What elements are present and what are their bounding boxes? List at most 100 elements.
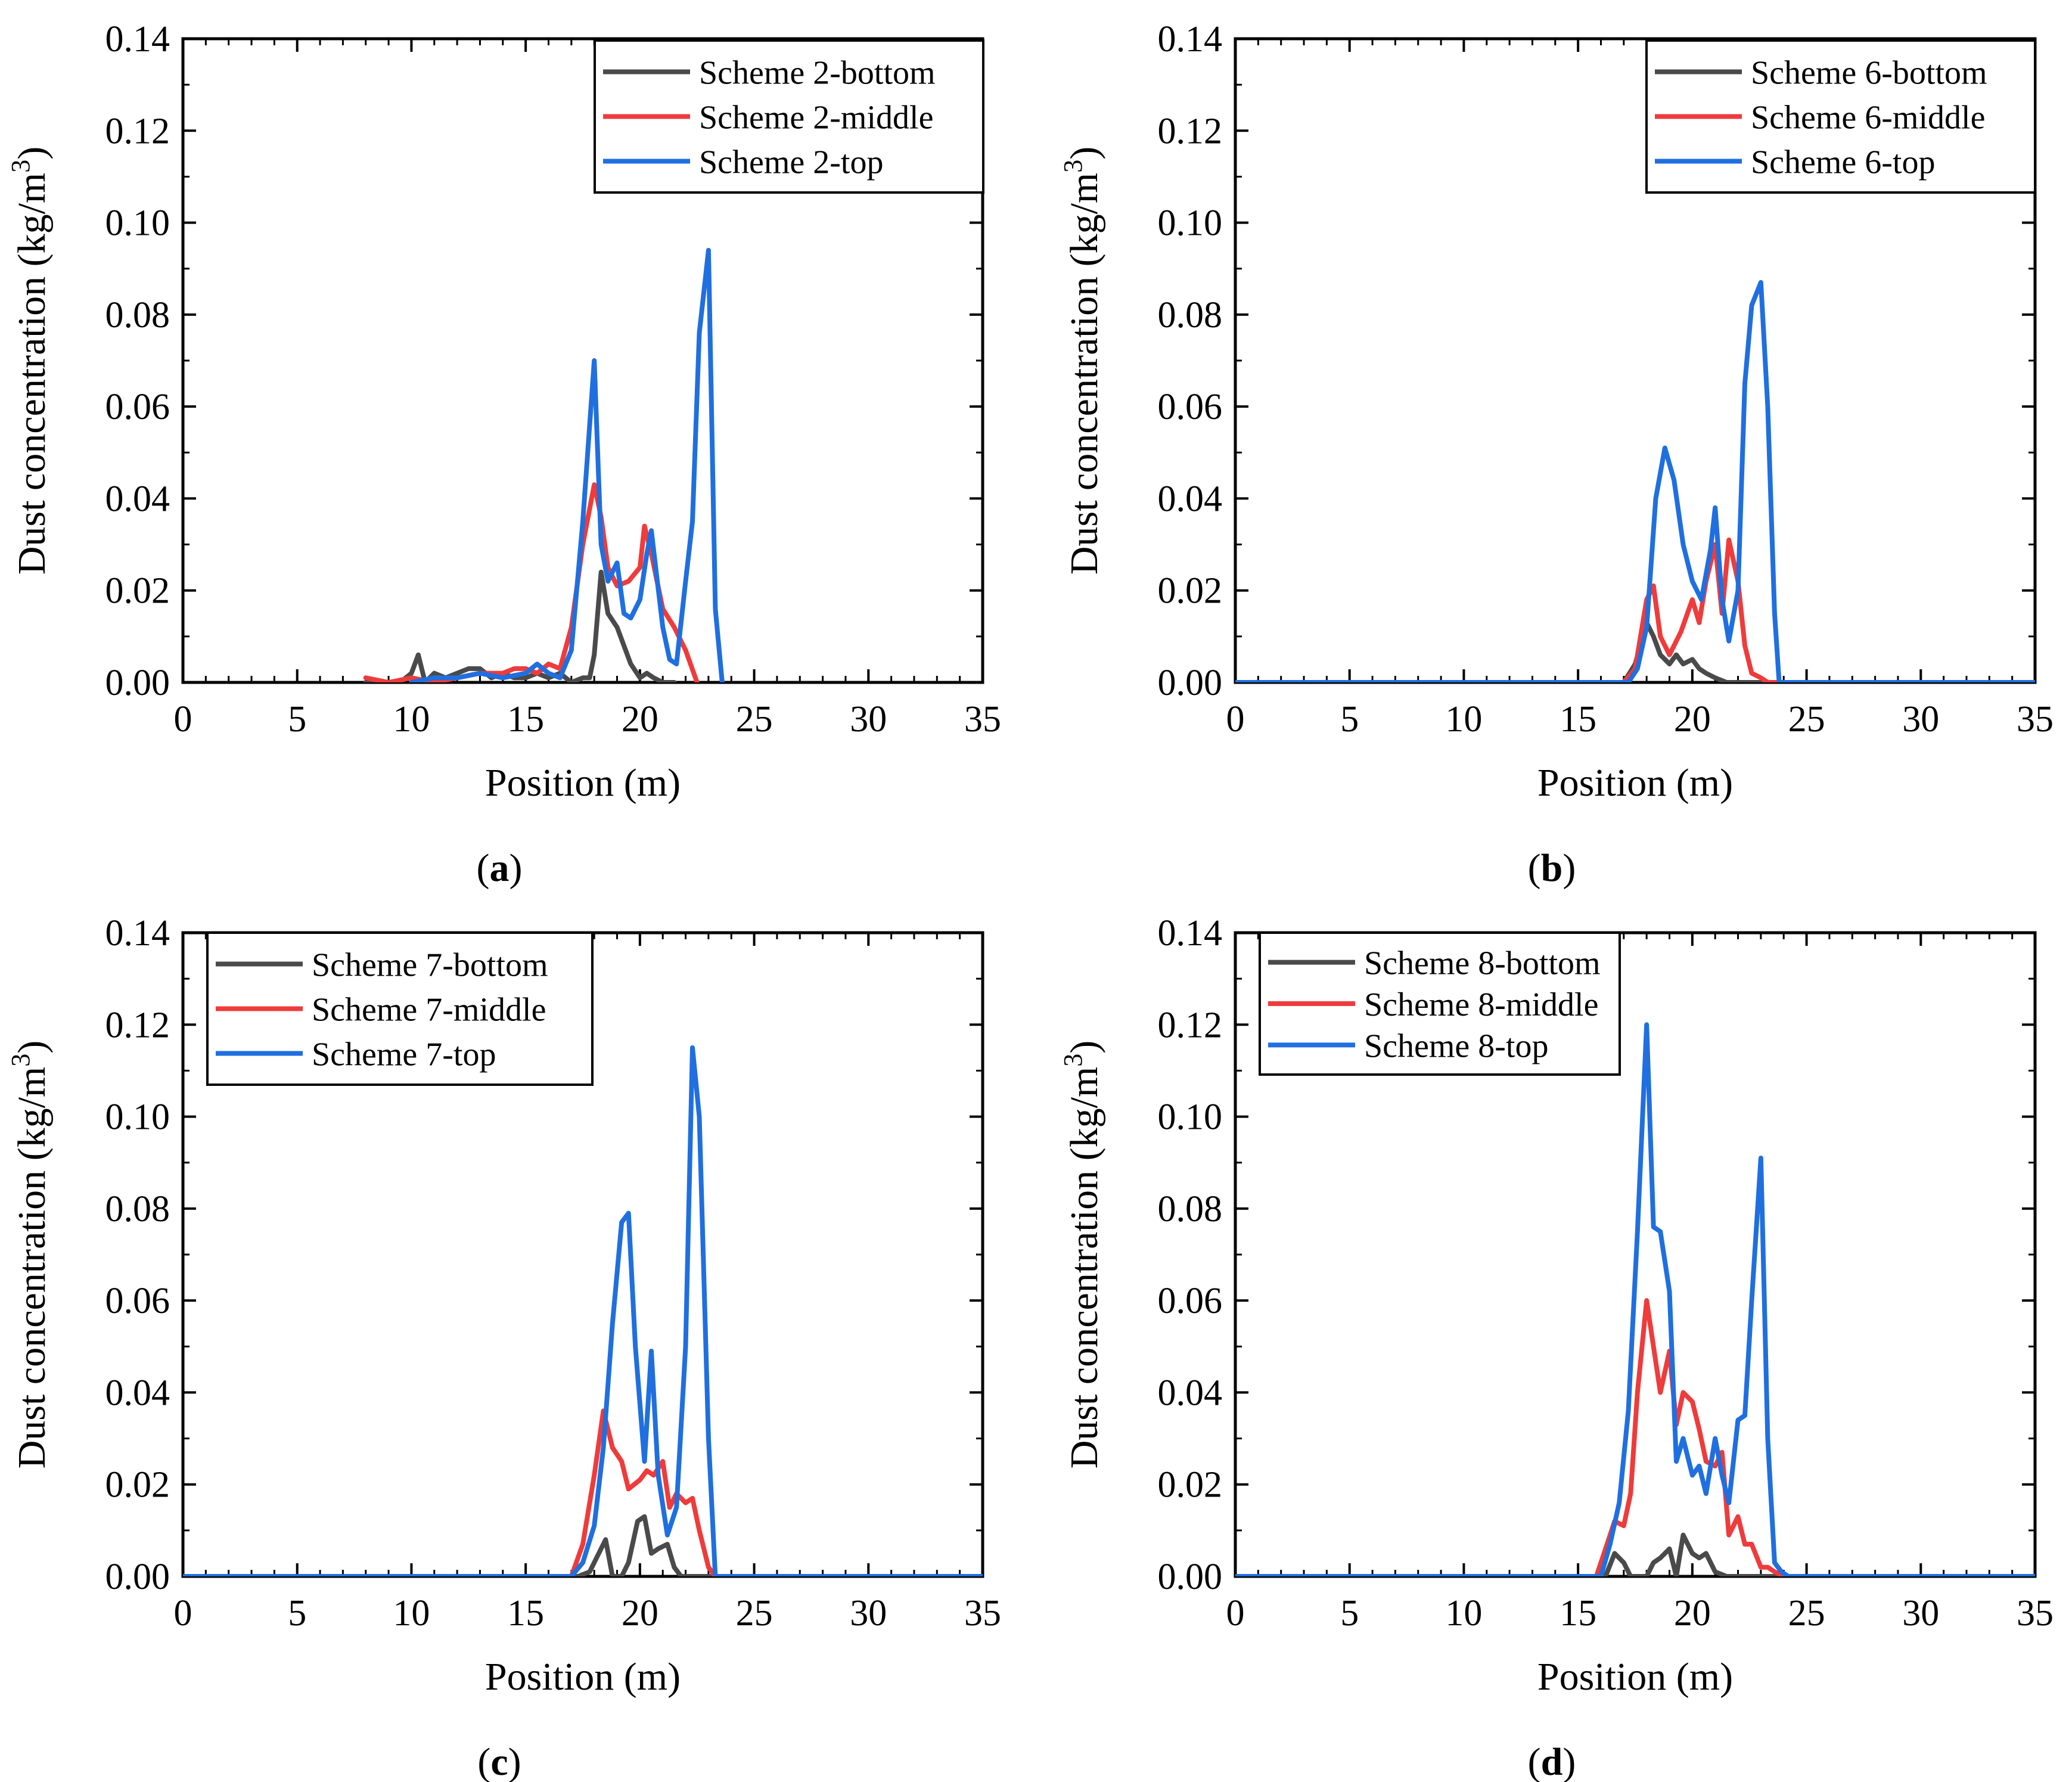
panel-label-open: ( (477, 846, 490, 890)
x-tick-label: 15 (1560, 699, 1596, 740)
y-tick-label: 0.10 (1158, 1097, 1223, 1138)
legend-entry: Scheme 6-middle (1751, 100, 1985, 136)
y-tick-label: 0.10 (1158, 203, 1223, 244)
x-tick-label: 5 (1340, 1593, 1359, 1634)
x-tick-label: 5 (288, 1593, 306, 1634)
x-tick-label: 0 (174, 1593, 192, 1634)
panel-label-letter: c (490, 1740, 508, 1782)
y-tick-label: 0.06 (1158, 1281, 1223, 1321)
x-tick-label: 10 (393, 1593, 430, 1634)
y-tick-label: 0.04 (1158, 1373, 1223, 1413)
y-tick-label: 0.08 (1158, 1189, 1223, 1230)
legend-entry: Scheme 7-top (312, 1036, 496, 1073)
x-tick-label: 15 (507, 1593, 544, 1634)
x-tick-label: 25 (1788, 1593, 1825, 1634)
x-tick-label: 10 (393, 699, 430, 740)
x-tick-label: 25 (736, 699, 773, 740)
y-axis-title: Dust concentration (kg/m3) (6, 1041, 54, 1469)
legend-entry: Scheme 2-bottom (699, 55, 936, 92)
x-tick-label: 35 (964, 1593, 1001, 1634)
x-axis-title: Position (m) (485, 761, 681, 805)
y-axis-title-main: Dust concentration (kg/m (10, 1067, 54, 1469)
y-tick-label: 0.12 (105, 111, 170, 151)
legend-entry: Scheme 7-bottom (312, 947, 548, 984)
x-tick-label: 0 (174, 699, 192, 740)
x-tick-label: 20 (1674, 699, 1711, 740)
x-tick-label: 5 (288, 699, 306, 740)
x-axis-title: Position (m) (485, 1655, 681, 1699)
x-tick-label: 15 (1560, 1593, 1596, 1634)
panel-label-open: ( (477, 1740, 490, 1782)
legend-entry: Scheme 8-top (1364, 1027, 1548, 1064)
y-axis-title-main: Dust concentration (kg/m (10, 173, 54, 575)
series-line-top (183, 1045, 983, 1576)
series-line-middle (363, 482, 700, 682)
legend-entry: Scheme 6-bottom (1751, 55, 1987, 92)
y-tick-label: 0.08 (105, 295, 170, 336)
series-line-bottom (1235, 1532, 2035, 1576)
y-tick-label: 0.00 (105, 1557, 170, 1597)
chart-panel-d: 0 5 10 15 20 25 30 35 0.00 0.02 0.04 0.06 0.08 0.10 0.… (1058, 913, 2054, 1782)
chart-panel-c: 0 5 10 15 20 25 30 35 0.00 0.02 0.04 0.06 0.08 0.10 0.… (6, 913, 1001, 1782)
y-tick-label: 0.14 (105, 913, 170, 954)
x-tick-label: 10 (1445, 1593, 1482, 1634)
series-line-bottom (363, 569, 677, 682)
x-tick-label: 10 (1445, 699, 1482, 740)
x-tick-label: 15 (507, 699, 544, 740)
legend-entry: Scheme 2-top (699, 144, 883, 181)
x-tick-label: 30 (1902, 1593, 1939, 1634)
chart-panel-b: 0 5 10 15 20 25 30 35 0.00 0.02 0.04 0.06 0.08 0.10 0.… (1058, 19, 2054, 890)
x-tick-label: 35 (2017, 699, 2054, 740)
y-tick-label: 0.14 (105, 19, 170, 60)
y-tick-label: 0.00 (1158, 663, 1223, 703)
panel-label: (c) (477, 1740, 521, 1782)
series-line-middle (1235, 537, 2035, 682)
y-tick-label: 0.08 (105, 1189, 170, 1230)
y-tick-label: 0.06 (105, 387, 170, 427)
panel-label-open: ( (1528, 846, 1541, 890)
y-tick-label: 0.14 (1158, 913, 1223, 954)
y-axis-title-sup: 3 (6, 160, 35, 173)
x-axis-title: Position (m) (1537, 761, 1733, 805)
x-tick-label: 30 (850, 1593, 887, 1634)
x-tick-label: 0 (1226, 1593, 1245, 1634)
x-tick-label: 35 (2017, 1593, 2054, 1634)
panel-label-letter: a (490, 846, 510, 890)
y-tick-label: 0.12 (1158, 111, 1223, 151)
panel-label-close: ) (1562, 1740, 1576, 1782)
panel-label: (b) (1528, 846, 1576, 890)
y-axis-title-main: Dust concentration (kg/m (1063, 1067, 1106, 1469)
x-tick-label: 5 (1340, 699, 1359, 740)
y-tick-label: 0.00 (105, 663, 170, 703)
series-line-top (1235, 1022, 2035, 1576)
panel-label-close: ) (1562, 846, 1576, 890)
y-axis-title: Dust concentration (kg/m3) (6, 147, 54, 575)
x-tick-label: 30 (850, 699, 887, 740)
y-tick-label: 0.14 (1158, 19, 1223, 60)
y-tick-label: 0.02 (1158, 1465, 1223, 1505)
x-tick-label: 25 (736, 1593, 773, 1634)
series-line-bottom (183, 1514, 983, 1576)
y-tick-label: 0.12 (1158, 1005, 1223, 1045)
x-tick-label: 30 (1902, 699, 1939, 740)
x-tick-label: 20 (622, 1593, 658, 1634)
y-axis-title-close: ) (10, 1041, 54, 1054)
x-tick-label: 25 (1788, 699, 1825, 740)
x-tick-label: 0 (1226, 699, 1245, 740)
legend-entry: Scheme 7-middle (312, 992, 546, 1029)
y-tick-label: 0.02 (1158, 571, 1223, 611)
panel-label-close: ) (508, 1740, 521, 1782)
panel-label: (a) (477, 846, 523, 890)
series-line-top (1235, 280, 2035, 682)
y-tick-label: 0.04 (1158, 479, 1223, 519)
y-tick-label: 0.12 (105, 1005, 170, 1045)
y-axis-title: Dust concentration (kg/m3) (1058, 1041, 1106, 1469)
x-axis-title: Position (m) (1537, 1655, 1733, 1699)
y-axis-title: Dust concentration (kg/m3) (1058, 147, 1106, 575)
x-tick-label: 20 (1674, 1593, 1711, 1634)
y-axis-title-close: ) (10, 147, 54, 160)
series-line-middle (183, 1408, 983, 1576)
y-tick-label: 0.00 (1158, 1557, 1223, 1597)
panel-label-open: ( (1528, 1740, 1541, 1782)
